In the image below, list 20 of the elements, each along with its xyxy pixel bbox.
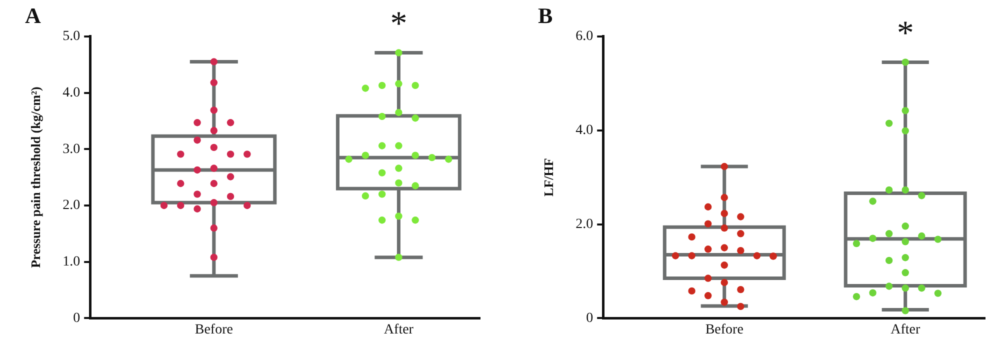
y-tick-label: 1.0 [62, 254, 80, 270]
x-tick-label: After [890, 322, 920, 338]
y-tick-label: 0 [73, 310, 80, 326]
y-tick-label: 0 [586, 310, 594, 326]
y-tick-label: 4.0 [62, 85, 80, 100]
annotation: * [390, 6, 408, 43]
x-tick-label: Before [194, 322, 233, 338]
chart-title: A [25, 2, 41, 28]
x-tick-label: Before [705, 322, 744, 338]
y-tick-label: 5.0 [62, 29, 80, 44]
y-axis-title: Pressure pain threshold (kg/cm²) [28, 86, 44, 268]
y-tick-label: 3.0 [62, 142, 80, 157]
x-tick-label: After [384, 322, 414, 338]
y-tick-label: 2.0 [62, 198, 80, 214]
y-axis-title: LF/HF [541, 158, 556, 196]
chart-title: B [538, 2, 553, 28]
y-tick-label: 6.0 [576, 29, 594, 44]
y-tick-label: 2.0 [576, 216, 594, 232]
annotation: * [896, 15, 914, 52]
y-tick-label: 4.0 [576, 123, 594, 138]
